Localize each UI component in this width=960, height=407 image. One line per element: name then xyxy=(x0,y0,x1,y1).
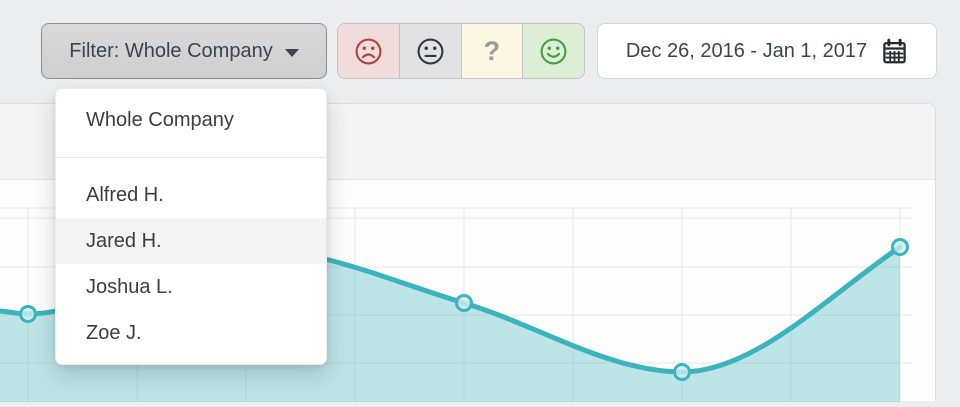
question-mark-icon: ? xyxy=(483,35,501,66)
filter-dropdown-menu: Whole Company Alfred H. Jared H. Joshua L. Z… xyxy=(55,88,327,365)
data-point-marker[interactable] xyxy=(891,238,909,256)
date-range-label: Dec 26, 2016 - Jan 1, 2017 xyxy=(625,39,868,62)
data-point-marker[interactable] xyxy=(455,294,473,312)
chevron-down-icon xyxy=(284,48,299,57)
happy-face-icon xyxy=(540,38,567,64)
neutral-mood-button[interactable] xyxy=(398,24,461,78)
dropdown-item-whole-company[interactable]: Whole Company xyxy=(86,108,234,131)
data-point-marker[interactable] xyxy=(19,305,37,323)
dropdown-item-zoe-j[interactable]: Zoe J. xyxy=(86,321,142,344)
mood-filter-group: ? xyxy=(337,23,585,79)
dropdown-item-joshua-l[interactable]: Joshua L. xyxy=(86,275,173,298)
dropdown-item-jared-h[interactable]: Jared H. xyxy=(56,218,326,264)
data-point-marker[interactable] xyxy=(673,363,691,381)
calendar-icon xyxy=(883,38,906,63)
filter-button-label: Filter: Whole Company xyxy=(69,39,273,62)
neutral-face-icon xyxy=(417,38,444,64)
unknown-mood-button[interactable]: ? xyxy=(460,24,523,78)
dropdown-item-alfred-h[interactable]: Alfred H. xyxy=(86,183,164,206)
sad-face-icon xyxy=(355,38,382,64)
sad-mood-button[interactable] xyxy=(338,24,399,78)
date-range-picker-button[interactable]: Dec 26, 2016 - Jan 1, 2017 xyxy=(597,23,937,79)
filter-dropdown-button[interactable]: Filter: Whole Company xyxy=(41,23,327,79)
happy-mood-button[interactable] xyxy=(522,24,584,78)
dropdown-divider xyxy=(56,157,326,158)
